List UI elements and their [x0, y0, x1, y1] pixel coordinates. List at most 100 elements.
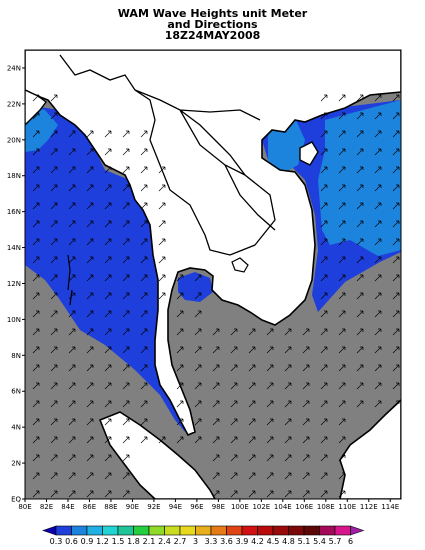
- wave-direction-arrow: [104, 310, 112, 318]
- wave-direction-arrow: [392, 112, 400, 120]
- lat-tick-label: 16N: [7, 208, 21, 216]
- wave-direction-arrow: [392, 382, 400, 390]
- wave-direction-arrow: [374, 238, 382, 246]
- wave-direction-arrow: [356, 220, 364, 228]
- wave-direction-arrow: [32, 346, 40, 354]
- colorbar-label: 0.9: [81, 537, 94, 546]
- lat-tick-label: 8N: [11, 352, 21, 360]
- map-title-line-3: 18Z24MAY2008: [164, 29, 261, 42]
- country-borders: [59, 54, 276, 256]
- lon-tick-label: 92E: [147, 503, 160, 511]
- wave-direction-arrow: [320, 454, 328, 462]
- wave-direction-arrow: [158, 202, 166, 210]
- wave-direction-arrow: [140, 256, 148, 264]
- wave-direction-arrow: [104, 436, 112, 444]
- colorbar-swatch: [71, 525, 88, 536]
- wave-direction-arrow: [302, 418, 310, 426]
- wave-direction-arrow: [356, 166, 364, 174]
- wave-direction-arrow: [176, 274, 184, 282]
- lon-tick-label: 100E: [231, 503, 249, 511]
- lon-tick-label: 82E: [40, 503, 53, 511]
- wave-direction-arrow: [302, 364, 310, 372]
- wave-direction-arrow: [104, 382, 112, 390]
- wave-direction-arrow: [338, 184, 346, 192]
- wave-direction-arrow: [320, 364, 328, 372]
- colorbar-swatch: [195, 525, 212, 536]
- latitude-axis: EQ 2N 4N 6N 8N 10N 12N 14N 16N 18N 20N 22N 24N: [7, 64, 25, 504]
- wave-direction-arrow: [50, 112, 58, 120]
- lon-tick-label: 96E: [190, 503, 203, 511]
- wave-direction-arrow: [104, 454, 112, 462]
- wave-direction-arrow: [122, 310, 130, 318]
- lat-tick-label: 14N: [7, 244, 21, 252]
- colorbar-swatch: [241, 525, 258, 536]
- wave-direction-arrow: [50, 256, 58, 264]
- colorbar-label: 2.7: [174, 537, 187, 546]
- wave-direction-arrow: [284, 328, 292, 336]
- wave-direction-arrow: [230, 472, 238, 480]
- wave-direction-arrow: [86, 238, 94, 246]
- wave-direction-arrow: [104, 346, 112, 354]
- wave-direction-arrow: [68, 166, 76, 174]
- wave-direction-arrow: [32, 256, 40, 264]
- wave-direction-arrow: [374, 220, 382, 228]
- wave-direction-arrow: [176, 418, 184, 426]
- wave-direction-arrow: [194, 400, 202, 408]
- wave-direction-arrow: [320, 382, 328, 390]
- colorbar-swatch: [272, 525, 289, 536]
- wave-direction-arrow: [248, 346, 256, 354]
- wave-direction-arrow: [32, 400, 40, 408]
- wave-direction-arrow: [338, 148, 346, 156]
- wave-direction-arrow: [320, 112, 328, 120]
- wave-direction-arrow: [176, 292, 184, 300]
- wave-direction-arrow: [86, 364, 94, 372]
- wave-direction-arrow: [338, 220, 346, 228]
- wave-direction-arrow: [158, 436, 166, 444]
- wave-direction-arrow: [374, 292, 382, 300]
- wave-direction-arrow: [194, 292, 202, 300]
- wave-direction-arrow: [392, 256, 400, 264]
- sumatra-island: [98, 411, 216, 499]
- wave-direction-arrow: [302, 382, 310, 390]
- wave-direction-arrow: [104, 418, 112, 426]
- wave-direction-arrow: [122, 418, 130, 426]
- colorbar-label: 4.2: [251, 537, 264, 546]
- lat-tick-label: 22N: [7, 100, 21, 108]
- wave-direction-arrow: [50, 310, 58, 318]
- wave-direction-arrow: [212, 490, 220, 498]
- wave-direction-arrow: [338, 94, 346, 102]
- wave-direction-arrow: [392, 328, 400, 336]
- wave-direction-arrow: [32, 292, 40, 300]
- colorbar-label: 1.2: [96, 537, 109, 546]
- wave-direction-arrow: [32, 418, 40, 426]
- lon-tick-label: 104E: [274, 503, 292, 511]
- wave-direction-arrow: [266, 436, 274, 444]
- wave-direction-arrow: [266, 400, 274, 408]
- wave-direction-arrow: [50, 274, 58, 282]
- wave-direction-arrow: [176, 436, 184, 444]
- wave-direction-arrow: [32, 112, 40, 120]
- wave-direction-arrow: [158, 256, 166, 264]
- lon-tick-label: 80E: [18, 503, 31, 511]
- wave-direction-arrow: [194, 328, 202, 336]
- wave-direction-arrow: [302, 436, 310, 444]
- wave-direction-arrow: [212, 436, 220, 444]
- wave-direction-arrow: [356, 382, 364, 390]
- wave-direction-arrow: [50, 490, 58, 498]
- wave-direction-arrow: [86, 472, 94, 480]
- wave-direction-arrow: [122, 346, 130, 354]
- wave-direction-arrow: [68, 310, 76, 318]
- map-title-line-1: WAM Wave Heights unit Meter: [117, 7, 308, 20]
- wave-direction-arrow: [86, 346, 94, 354]
- wave-direction-arrow: [104, 328, 112, 336]
- wave-direction-arrow: [68, 274, 76, 282]
- wave-direction-arrow: [338, 274, 346, 282]
- wave-direction-arrow: [356, 328, 364, 336]
- wave-direction-arrow: [32, 490, 40, 498]
- wave-direction-arrow: [392, 310, 400, 318]
- wave-direction-arrow: [140, 436, 148, 444]
- wave-direction-arrow: [356, 256, 364, 264]
- wave-direction-arrow: [266, 454, 274, 462]
- wave-direction-arrow: [176, 364, 184, 372]
- wave-direction-arrow: [284, 472, 292, 480]
